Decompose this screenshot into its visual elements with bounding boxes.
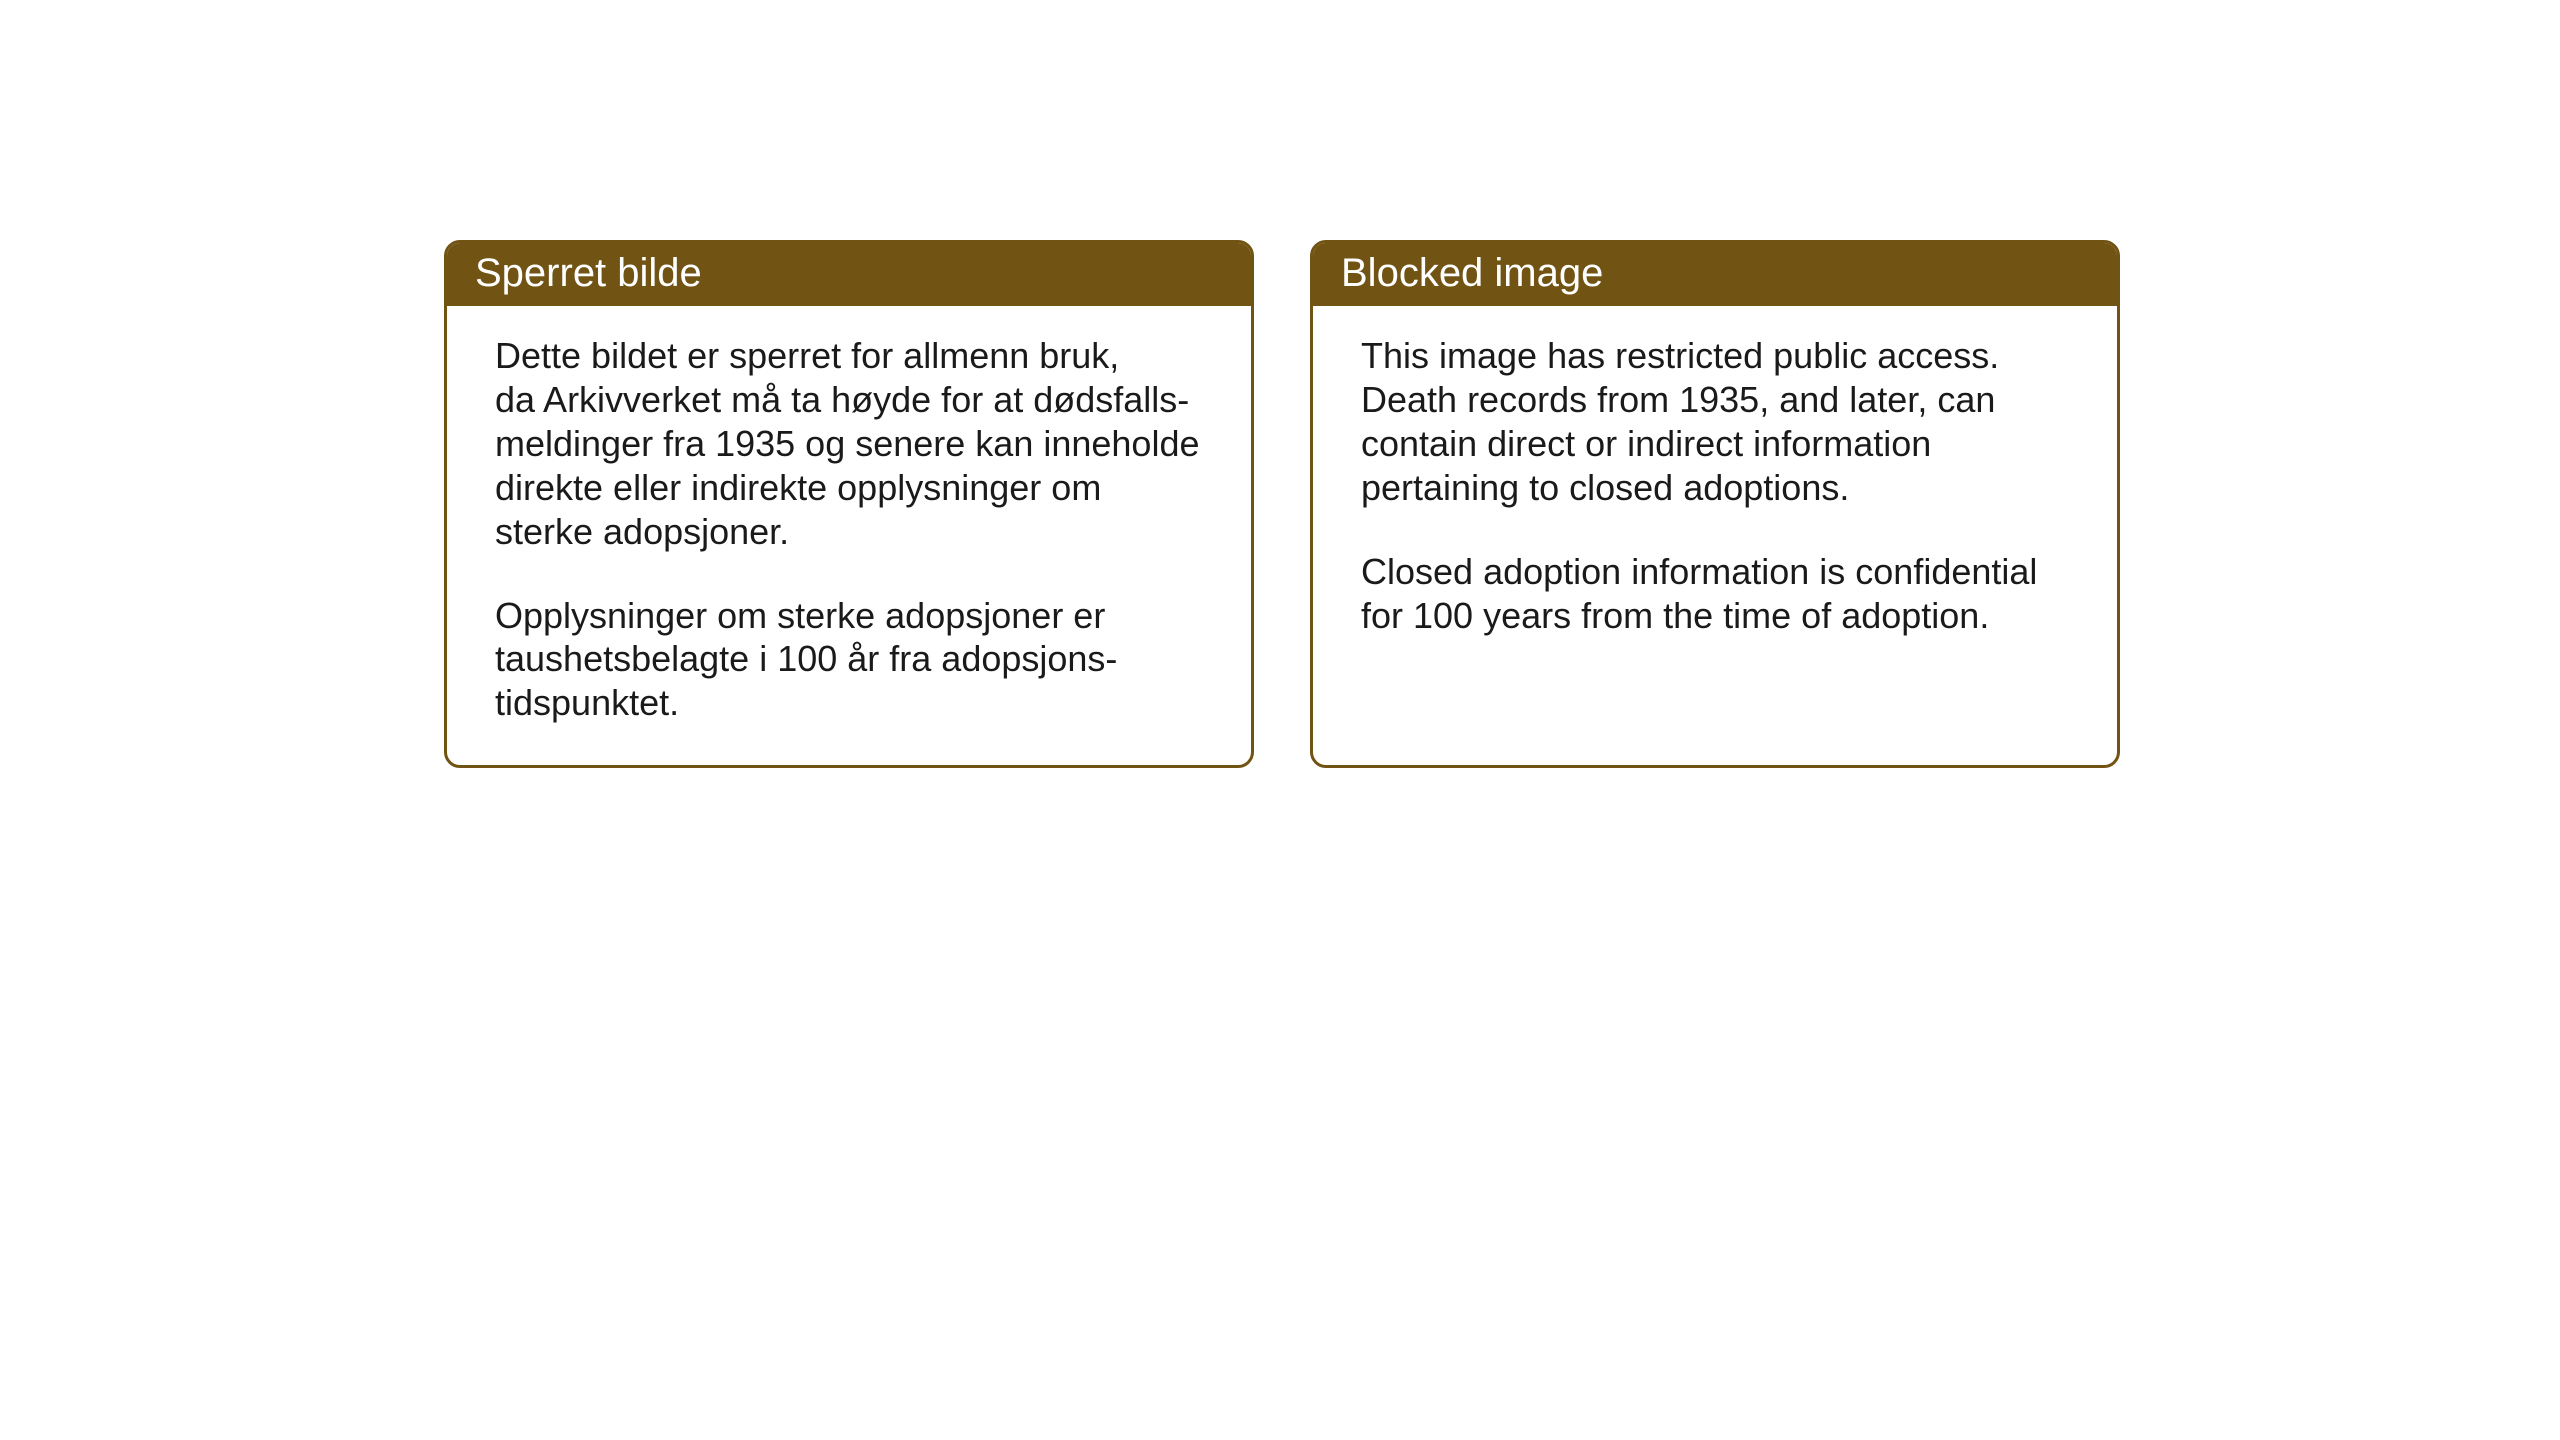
notice-container: Sperret bilde Dette bildet er sperret fo… [444,240,2120,768]
notice-card-norwegian: Sperret bilde Dette bildet er sperret fo… [444,240,1254,768]
notice-card-english: Blocked image This image has restricted … [1310,240,2120,768]
notice-body-norwegian: Dette bildet er sperret for allmenn bruk… [447,306,1251,765]
notice-paragraph: This image has restricted public access.… [1361,334,2069,510]
notice-header-english: Blocked image [1313,243,2117,306]
notice-paragraph: Dette bildet er sperret for allmenn bruk… [495,334,1203,554]
notice-header-norwegian: Sperret bilde [447,243,1251,306]
notice-paragraph: Closed adoption information is confident… [1361,550,2069,638]
notice-paragraph: Opplysninger om sterke adopsjoner er tau… [495,594,1203,726]
notice-body-english: This image has restricted public access.… [1313,306,2117,726]
